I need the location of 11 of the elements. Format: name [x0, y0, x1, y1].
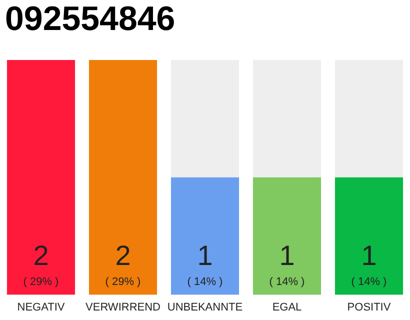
x-tick-label: NEGATIV [17, 301, 66, 314]
data-label: 2 ( 29% ) [105, 240, 141, 288]
x-tick-label: POSITIV [347, 301, 392, 314]
data-label: 1 ( 14% ) [187, 240, 223, 288]
chart-title: 092554846 [5, 0, 176, 39]
data-label: 2 ( 29% ) [23, 240, 59, 288]
x-tick-label: EGAL [272, 301, 302, 314]
x-tick-label: UNBEKANNTE [167, 301, 243, 314]
data-label: 1 ( 14% ) [269, 240, 305, 288]
x-tick-label: VERWIRREND [86, 301, 161, 314]
data-label: 1 ( 14% ) [351, 240, 387, 288]
